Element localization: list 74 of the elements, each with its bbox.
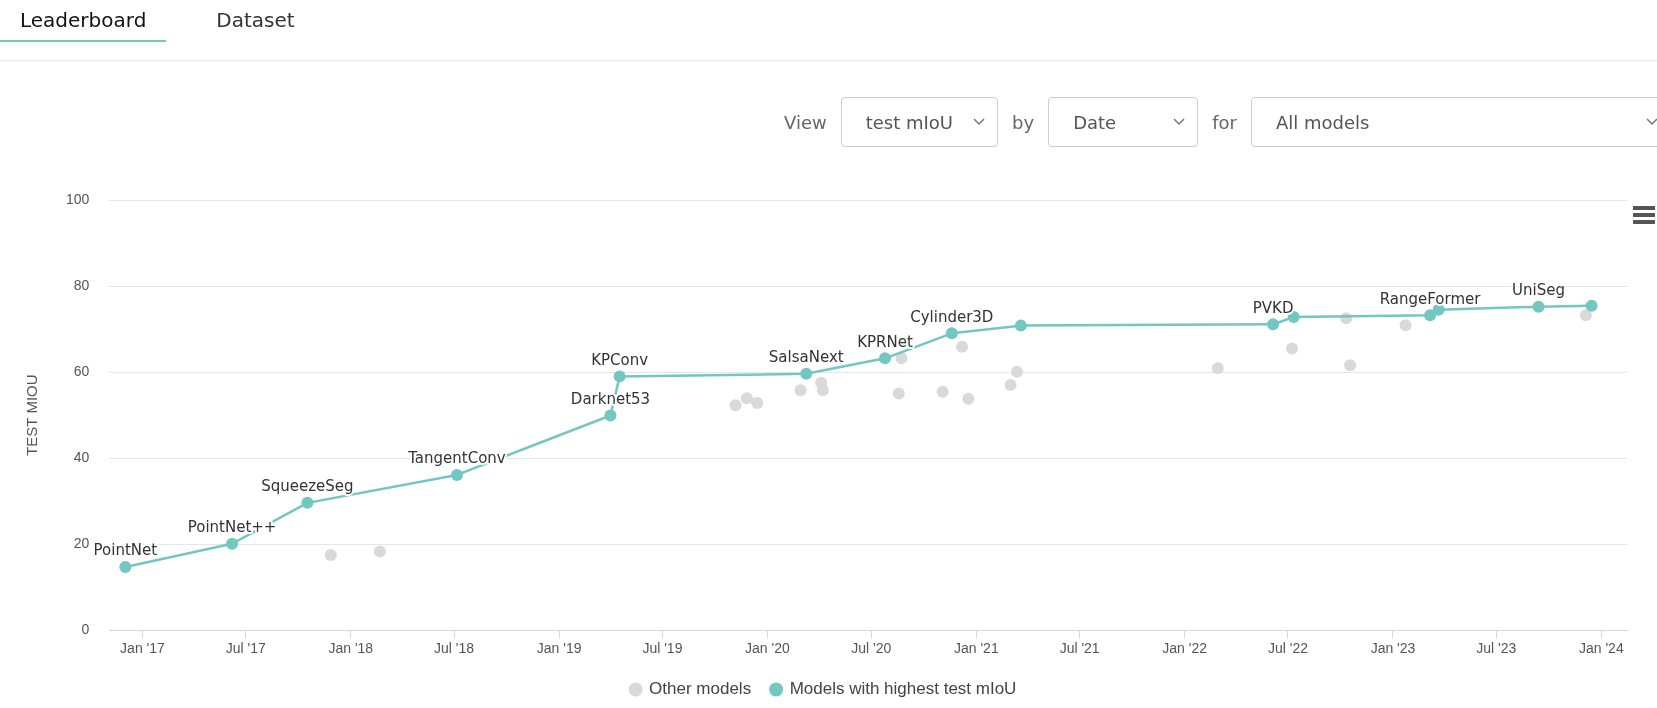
x-tick-label: Jan '19 — [536, 640, 582, 657]
point — [1579, 309, 1592, 322]
point — [301, 496, 314, 509]
point — [1424, 309, 1437, 322]
annotation: UniSeg — [1512, 281, 1565, 300]
x-tick-label: Jan '23 — [1370, 640, 1416, 657]
x-tick-label: Jan '20 — [745, 640, 790, 657]
annotation: PointNet — [93, 541, 158, 560]
point — [800, 367, 813, 380]
text: All models — [1275, 111, 1370, 133]
point — [1344, 359, 1357, 372]
y-tick-label: 0 — [81, 621, 90, 638]
point — [895, 352, 908, 365]
text: test mIoU — [865, 111, 954, 133]
x-tick-label: Jan '24 — [1578, 640, 1624, 657]
point — [1399, 319, 1412, 332]
point — [879, 352, 892, 365]
point — [729, 399, 742, 412]
point — [226, 537, 239, 550]
x-tick-label: Jul '21 — [1059, 640, 1100, 657]
text: Leaderboard — [0, 0, 167, 42]
annotation: SalsaNext — [768, 348, 844, 367]
point — [892, 387, 905, 400]
text: for — [1212, 111, 1237, 133]
point — [945, 327, 958, 340]
text: Dataset — [215, 7, 296, 34]
annotation: PVKD — [1252, 298, 1294, 317]
point — [613, 370, 626, 383]
point — [450, 468, 463, 481]
x-tick-label: Jul '23 — [1476, 640, 1517, 657]
annotation: KPRNet — [857, 332, 913, 351]
x-tick-label: Jul '17 — [225, 640, 266, 657]
y-tick-label: 40 — [73, 448, 90, 465]
point — [1285, 342, 1298, 355]
x-tick-label: Jul '22 — [1267, 640, 1309, 657]
x-tick-label: Jul '19 — [642, 640, 683, 657]
point — [1010, 365, 1023, 378]
point — [1014, 319, 1027, 332]
x-tick-label: Jan '18 — [328, 640, 374, 657]
x-tick-label: Jan '21 — [953, 640, 999, 657]
point — [373, 545, 386, 558]
y-axis-title: TEST MIOU — [23, 374, 41, 456]
x-tick-label: Jan '22 — [1162, 640, 1208, 657]
legend-label: Other models — [649, 679, 752, 699]
point — [936, 385, 949, 398]
text: View — [784, 111, 827, 133]
y-tick-label: 20 — [73, 535, 90, 552]
annotation: RangeFormer — [1379, 289, 1482, 308]
point — [1211, 362, 1224, 375]
x-tick-label: Jul '20 — [851, 640, 892, 657]
legend-label: Models with highest test mIoU — [789, 679, 1017, 699]
text: Date — [1073, 111, 1117, 133]
point — [1267, 318, 1280, 331]
y-tick-label: 100 — [66, 190, 90, 207]
y-tick-label: 80 — [73, 276, 90, 293]
point — [324, 548, 337, 561]
x-tick-label: Jul '18 — [434, 640, 475, 657]
annotation: Cylinder3D — [910, 307, 994, 326]
point — [1585, 299, 1598, 312]
x-tick-label: Jan '17 — [120, 640, 166, 657]
annotation: SqueezeSeg — [261, 477, 354, 496]
point — [604, 409, 617, 422]
point — [740, 392, 753, 405]
point — [751, 397, 764, 410]
point — [119, 560, 132, 573]
annotation: KPConv — [591, 350, 649, 369]
point — [962, 392, 975, 405]
point — [1532, 300, 1545, 313]
point — [956, 340, 969, 353]
text: by — [1012, 111, 1035, 133]
y-tick-label: 60 — [73, 362, 90, 379]
point — [1004, 378, 1017, 391]
point — [816, 384, 829, 397]
point — [794, 384, 807, 397]
